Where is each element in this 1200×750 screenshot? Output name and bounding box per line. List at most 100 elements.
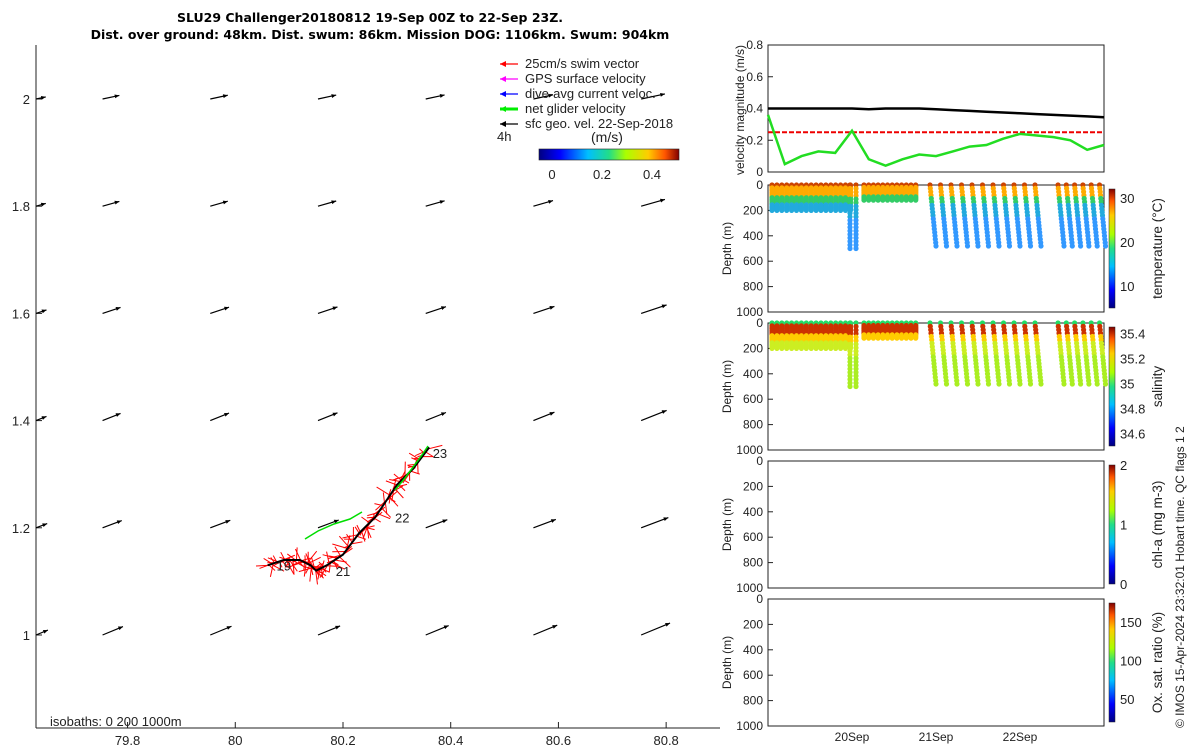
- profile-point: [903, 197, 909, 203]
- profile-point: [838, 345, 844, 351]
- swim-vector: [313, 563, 322, 570]
- depth-tick-label: 1000: [736, 305, 763, 319]
- colorbar-tick-label: 34.8: [1120, 401, 1145, 416]
- velocity-arrowhead: [663, 517, 669, 522]
- legend-label: GPS surface velocity: [525, 71, 646, 86]
- colorbar-label: chl-a (mg m-3): [1150, 481, 1165, 569]
- depth-axes: [767, 184, 1105, 313]
- colorbar-tick-label: 0: [1120, 577, 1127, 592]
- profile-point: [1086, 381, 1092, 387]
- map-panel: 79.8 80 80.2 80.4 80.6 80.8 2 1.8 1.6 1.4 1.2 1 19 2…: [12, 45, 720, 748]
- swim-vector: [384, 502, 388, 515]
- depth-tick-label: 200: [743, 617, 763, 631]
- profile-point: [1102, 381, 1109, 387]
- map-y-tick-label: 2: [23, 92, 30, 107]
- time-tick: 21Sep: [919, 730, 954, 744]
- velocity-arrowhead: [439, 94, 445, 98]
- profile-point: [833, 207, 839, 213]
- velocity-arrowhead: [42, 523, 48, 528]
- map-x-tick-label: 80.4: [438, 733, 463, 748]
- colorbar-tick-label: 150: [1120, 615, 1142, 630]
- velocity-arrowhead: [550, 519, 556, 523]
- map-x-tick-label: 80: [228, 733, 242, 748]
- velocity-arrowhead: [332, 306, 338, 311]
- depth-panel-temperature: 0 200 400 600 800 1000 Depth (m) 10 20 30 temperat…: [720, 178, 1165, 319]
- time-axis-ticks: 20Sep 21Sep 22Sep: [835, 730, 1038, 744]
- colorbar-tick-label: 35.2: [1120, 351, 1145, 366]
- velocity-arrowhead: [222, 94, 228, 99]
- depth-tick-label: 200: [743, 341, 763, 355]
- legend-arrowhead: [500, 61, 506, 67]
- map-x-tick-label: 80.6: [546, 733, 571, 748]
- colorbar-tick-label: 34.6: [1120, 426, 1145, 441]
- profile-point: [913, 335, 919, 341]
- profile-point: [823, 345, 829, 351]
- swim-vector: [267, 557, 279, 563]
- profile-point: [866, 335, 872, 341]
- profile-point: [1102, 243, 1109, 249]
- profile-point: [853, 383, 859, 390]
- colorbar-tick-label: 35.4: [1120, 326, 1145, 341]
- profile-point: [1061, 381, 1067, 387]
- profile-point: [853, 200, 859, 206]
- colorbar-tick: 0.2: [593, 167, 611, 182]
- profile-point: [838, 207, 844, 213]
- depth-tick-label: 1000: [736, 443, 763, 457]
- depth-tick-label: 200: [743, 203, 763, 217]
- colorbar-label: salinity: [1150, 366, 1165, 408]
- velocity-arrowhead: [226, 626, 232, 630]
- velocity-arrowhead: [114, 200, 120, 205]
- swim-vector: [377, 513, 391, 520]
- isobaths-label: isobaths: 0 200 1000m: [50, 714, 182, 729]
- depth-tick-label: 0: [756, 316, 763, 330]
- swim-vector: [373, 517, 381, 523]
- depth-colorbar: [1108, 602, 1116, 723]
- map-x-tick-label: 79.8: [115, 733, 140, 748]
- swim-vector: [392, 475, 407, 481]
- profile-point: [798, 207, 805, 213]
- swim-vector: [346, 533, 353, 543]
- depth-tick-label: 600: [743, 392, 763, 406]
- map-y-tick-label: 1.2: [12, 521, 30, 536]
- profile-point: [954, 381, 960, 387]
- swim-vector: [339, 556, 351, 568]
- legend-arrowhead: [500, 121, 506, 127]
- colorbar-tick-label: 20: [1120, 235, 1134, 250]
- velocity-arrow: [640, 622, 671, 636]
- swim-vector: [333, 560, 338, 570]
- profile-point: [828, 345, 834, 351]
- profile-point: [784, 345, 790, 351]
- map-y-tick-label: 1.4: [12, 414, 30, 429]
- legend-label: net glider velocity: [525, 101, 626, 116]
- depth-tick-label: 400: [743, 367, 763, 381]
- profile-point: [813, 207, 819, 213]
- velocity-arrowhead: [42, 630, 48, 634]
- profile-point: [908, 197, 914, 203]
- profile-point: [823, 207, 829, 213]
- chart-subtitle: Dist. over ground: 48km. Dist. swum: 86k…: [90, 27, 670, 42]
- profile-point: [996, 243, 1002, 249]
- profile-point: [818, 207, 824, 213]
- depth-tick-label: 400: [743, 643, 763, 657]
- velocity-arrowhead: [439, 200, 445, 204]
- swim-vector: [360, 530, 366, 542]
- velocity-arrowhead: [549, 412, 555, 416]
- colorbar-tick-label: 35: [1120, 376, 1134, 391]
- swim-vector: [286, 553, 296, 561]
- profile-point: [853, 362, 859, 368]
- velocity-tick-label: 0: [756, 165, 763, 179]
- velocity-arrowhead: [331, 94, 337, 98]
- colorbar-unit: (m/s): [591, 129, 623, 145]
- swim-vector: [427, 444, 443, 450]
- time-tick: 22Sep: [1003, 730, 1038, 744]
- profile-point: [894, 335, 900, 341]
- swim-vector: [342, 534, 359, 539]
- profile-point: [803, 345, 809, 351]
- velocity-tick-label: 0.8: [746, 38, 763, 52]
- profile-point: [847, 362, 853, 368]
- map-ticks: 79.8 80 80.2 80.4 80.6 80.8 2 1.8 1.6 1.4 1.2 1: [12, 92, 679, 748]
- legend-timestep: 4h: [497, 129, 511, 144]
- velocity-arrowhead: [225, 520, 231, 524]
- depth-ylabel: Depth (m): [720, 222, 734, 275]
